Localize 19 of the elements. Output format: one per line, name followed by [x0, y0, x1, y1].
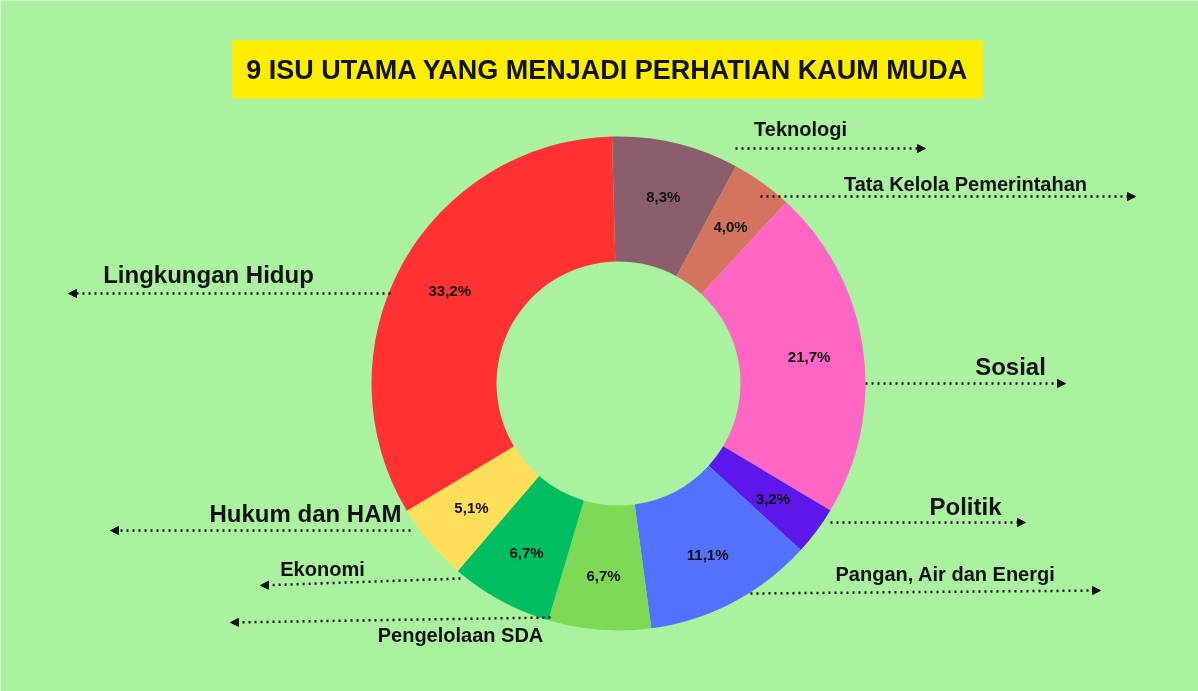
slice-label: Sosial [975, 353, 1046, 380]
data-label: 8,3% [646, 187, 681, 205]
data-label: 21,7% [787, 347, 831, 365]
slice-label: Pangan, Air dan Energi [835, 562, 1055, 585]
slice-label: Pengelolaan SDA [377, 623, 544, 646]
slice-label: Ekonomi [280, 557, 365, 580]
slice-label: Lingkungan Hidup [103, 261, 314, 288]
data-label: 11,1% [686, 545, 729, 563]
data-label: 3,2% [755, 489, 791, 507]
slice-label: Hukum dan HAM [209, 500, 402, 527]
data-label: 4,0% [713, 218, 748, 236]
data-label: 5,1% [454, 499, 489, 517]
data-label: 6,7% [509, 544, 544, 562]
data-label: 6,7% [586, 566, 621, 584]
data-label: 33,2% [428, 282, 471, 300]
chart-title: 9 ISU UTAMA YANG MENJADI PERHATIAN KAUM MUDA [246, 54, 968, 85]
slice-label: Teknologi [754, 117, 847, 140]
slice-label: Tata Kelola Pemerintahan [843, 172, 1088, 195]
slice-label: Politik [929, 493, 1003, 520]
